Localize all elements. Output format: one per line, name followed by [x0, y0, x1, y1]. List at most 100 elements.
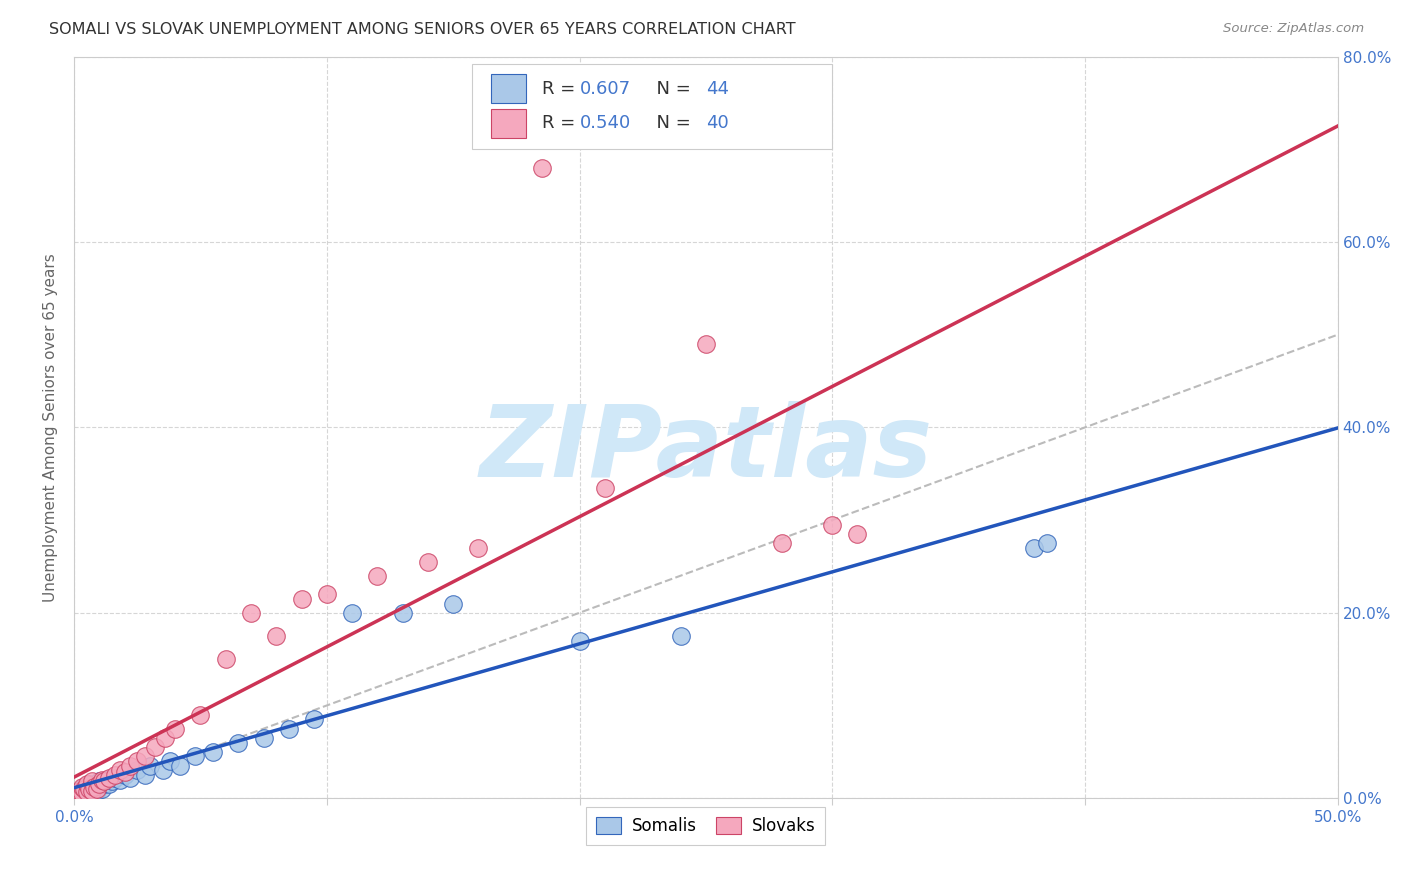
Point — [118, 758, 141, 772]
Point — [67, 783, 90, 797]
Point — [302, 712, 325, 726]
Point — [315, 587, 337, 601]
Point — [127, 764, 149, 778]
Point — [441, 597, 464, 611]
FancyBboxPatch shape — [491, 74, 526, 103]
Point — [695, 337, 717, 351]
Text: R =: R = — [541, 114, 581, 132]
Point — [83, 780, 105, 794]
Text: 40: 40 — [706, 114, 728, 132]
Point — [114, 768, 136, 782]
Point — [391, 606, 413, 620]
Point — [76, 785, 98, 799]
Point — [821, 517, 844, 532]
Point — [70, 780, 93, 794]
Point — [73, 780, 96, 794]
Point — [77, 777, 100, 791]
Point — [290, 591, 312, 606]
Y-axis label: Unemployment Among Seniors over 65 years: Unemployment Among Seniors over 65 years — [44, 253, 58, 602]
Point — [98, 777, 121, 791]
FancyBboxPatch shape — [491, 109, 526, 138]
Point — [80, 783, 103, 797]
Point — [215, 652, 238, 666]
Point — [134, 768, 156, 782]
Point — [190, 707, 212, 722]
Point — [669, 629, 692, 643]
Point — [70, 786, 93, 800]
Point — [1024, 541, 1046, 555]
Point — [80, 774, 103, 789]
Point — [1036, 536, 1059, 550]
Text: SOMALI VS SLOVAK UNEMPLOYMENT AMONG SENIORS OVER 65 YEARS CORRELATION CHART: SOMALI VS SLOVAK UNEMPLOYMENT AMONG SENI… — [49, 22, 796, 37]
Point — [103, 768, 125, 782]
Point — [90, 772, 112, 787]
Point — [80, 786, 103, 800]
Point — [770, 536, 793, 550]
Point — [86, 781, 108, 796]
Point — [134, 749, 156, 764]
Point — [101, 774, 124, 789]
Point — [86, 783, 108, 797]
Point — [108, 764, 131, 778]
FancyBboxPatch shape — [472, 64, 832, 149]
Text: 0.540: 0.540 — [579, 114, 631, 132]
Point — [65, 787, 87, 801]
Point — [118, 771, 141, 785]
Point — [90, 781, 112, 796]
Point — [96, 772, 118, 787]
Point — [568, 633, 591, 648]
Point — [467, 541, 489, 555]
Point — [76, 777, 98, 791]
Point — [77, 783, 100, 797]
Point — [89, 774, 111, 789]
Point — [80, 780, 103, 794]
Point — [143, 740, 166, 755]
Point — [530, 161, 553, 175]
Point — [152, 764, 174, 778]
Point — [169, 758, 191, 772]
Point — [103, 771, 125, 785]
Text: N =: N = — [645, 79, 697, 97]
Text: 44: 44 — [706, 79, 728, 97]
Point — [83, 781, 105, 796]
Point — [153, 731, 176, 745]
Point — [277, 722, 299, 736]
Point — [264, 629, 287, 643]
Point — [93, 777, 115, 791]
Point — [416, 555, 439, 569]
Point — [98, 771, 121, 785]
Point — [108, 772, 131, 787]
Text: 0.607: 0.607 — [579, 79, 631, 97]
Text: ZIPatlas: ZIPatlas — [479, 401, 932, 498]
Point — [366, 568, 388, 582]
Point — [240, 606, 263, 620]
Point — [127, 754, 149, 768]
Point — [228, 735, 250, 749]
Point — [77, 781, 100, 796]
Point — [846, 527, 869, 541]
Point — [184, 749, 207, 764]
Point — [65, 787, 87, 801]
Point — [89, 780, 111, 794]
Point — [73, 781, 96, 796]
Point — [70, 786, 93, 800]
Legend: Somalis, Slovaks: Somalis, Slovaks — [586, 807, 825, 846]
Point — [93, 774, 115, 789]
Point — [76, 787, 98, 801]
Point — [70, 781, 93, 796]
Point — [252, 731, 274, 745]
Point — [89, 777, 111, 791]
Point — [139, 758, 162, 772]
Point — [67, 783, 90, 797]
Point — [593, 481, 616, 495]
Text: N =: N = — [645, 114, 697, 132]
Text: Source: ZipAtlas.com: Source: ZipAtlas.com — [1223, 22, 1364, 36]
Point — [159, 754, 181, 768]
Point — [202, 745, 225, 759]
Point — [76, 781, 98, 796]
Text: R =: R = — [541, 79, 581, 97]
Point — [340, 606, 363, 620]
Point — [165, 722, 187, 736]
Point — [114, 765, 136, 780]
Point — [73, 785, 96, 799]
